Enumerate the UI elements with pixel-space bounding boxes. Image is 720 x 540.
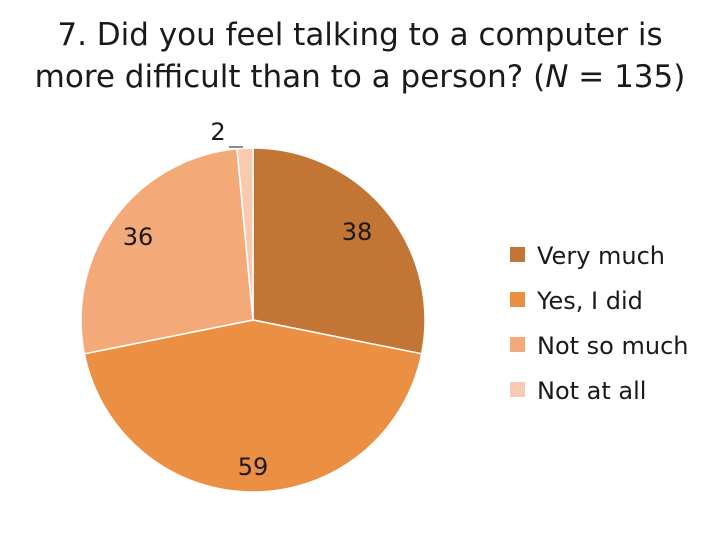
chart-title: 7. Did you feel talking to a computer is… bbox=[0, 14, 720, 98]
legend-label-not-so-much: Not so much bbox=[537, 332, 689, 360]
legend: Very much Yes, I did Not so much Not at all bbox=[510, 242, 689, 405]
legend-swatch-yes-i-did bbox=[510, 292, 525, 307]
legend-label-very-much: Very much bbox=[537, 242, 665, 270]
data-label-very-much: 38 bbox=[342, 218, 373, 246]
chart-title-suffix: = 135) bbox=[568, 59, 686, 95]
pie-slices bbox=[80, 147, 426, 493]
data-label-yes-i-did: 59 bbox=[238, 453, 269, 481]
data-labels: 38 59 36 2 bbox=[123, 118, 373, 481]
pie-slice-not-so-much bbox=[80, 147, 254, 355]
pie-slice-not-at-all bbox=[236, 147, 254, 321]
pie-slice-very-much bbox=[252, 147, 426, 355]
data-label-not-so-much: 36 bbox=[123, 223, 154, 251]
legend-label-not-at-all: Not at all bbox=[537, 377, 646, 405]
pie-slice-yes-i-did bbox=[83, 319, 423, 493]
chart-title-n: N bbox=[545, 59, 569, 95]
chart-title-prefix: more difficult than to a person? ( bbox=[34, 59, 546, 95]
legend-swatch-very-much bbox=[510, 247, 525, 262]
chart-title-line-2: more difficult than to a person? (N = 13… bbox=[0, 56, 720, 98]
legend-swatch-not-at-all bbox=[510, 382, 525, 397]
legend-label-yes-i-did: Yes, I did bbox=[536, 287, 643, 315]
chart-title-line-1: 7. Did you feel talking to a computer is bbox=[57, 17, 663, 53]
data-label-not-at-all: 2 bbox=[210, 118, 225, 146]
legend-swatch-not-so-much bbox=[510, 337, 525, 352]
